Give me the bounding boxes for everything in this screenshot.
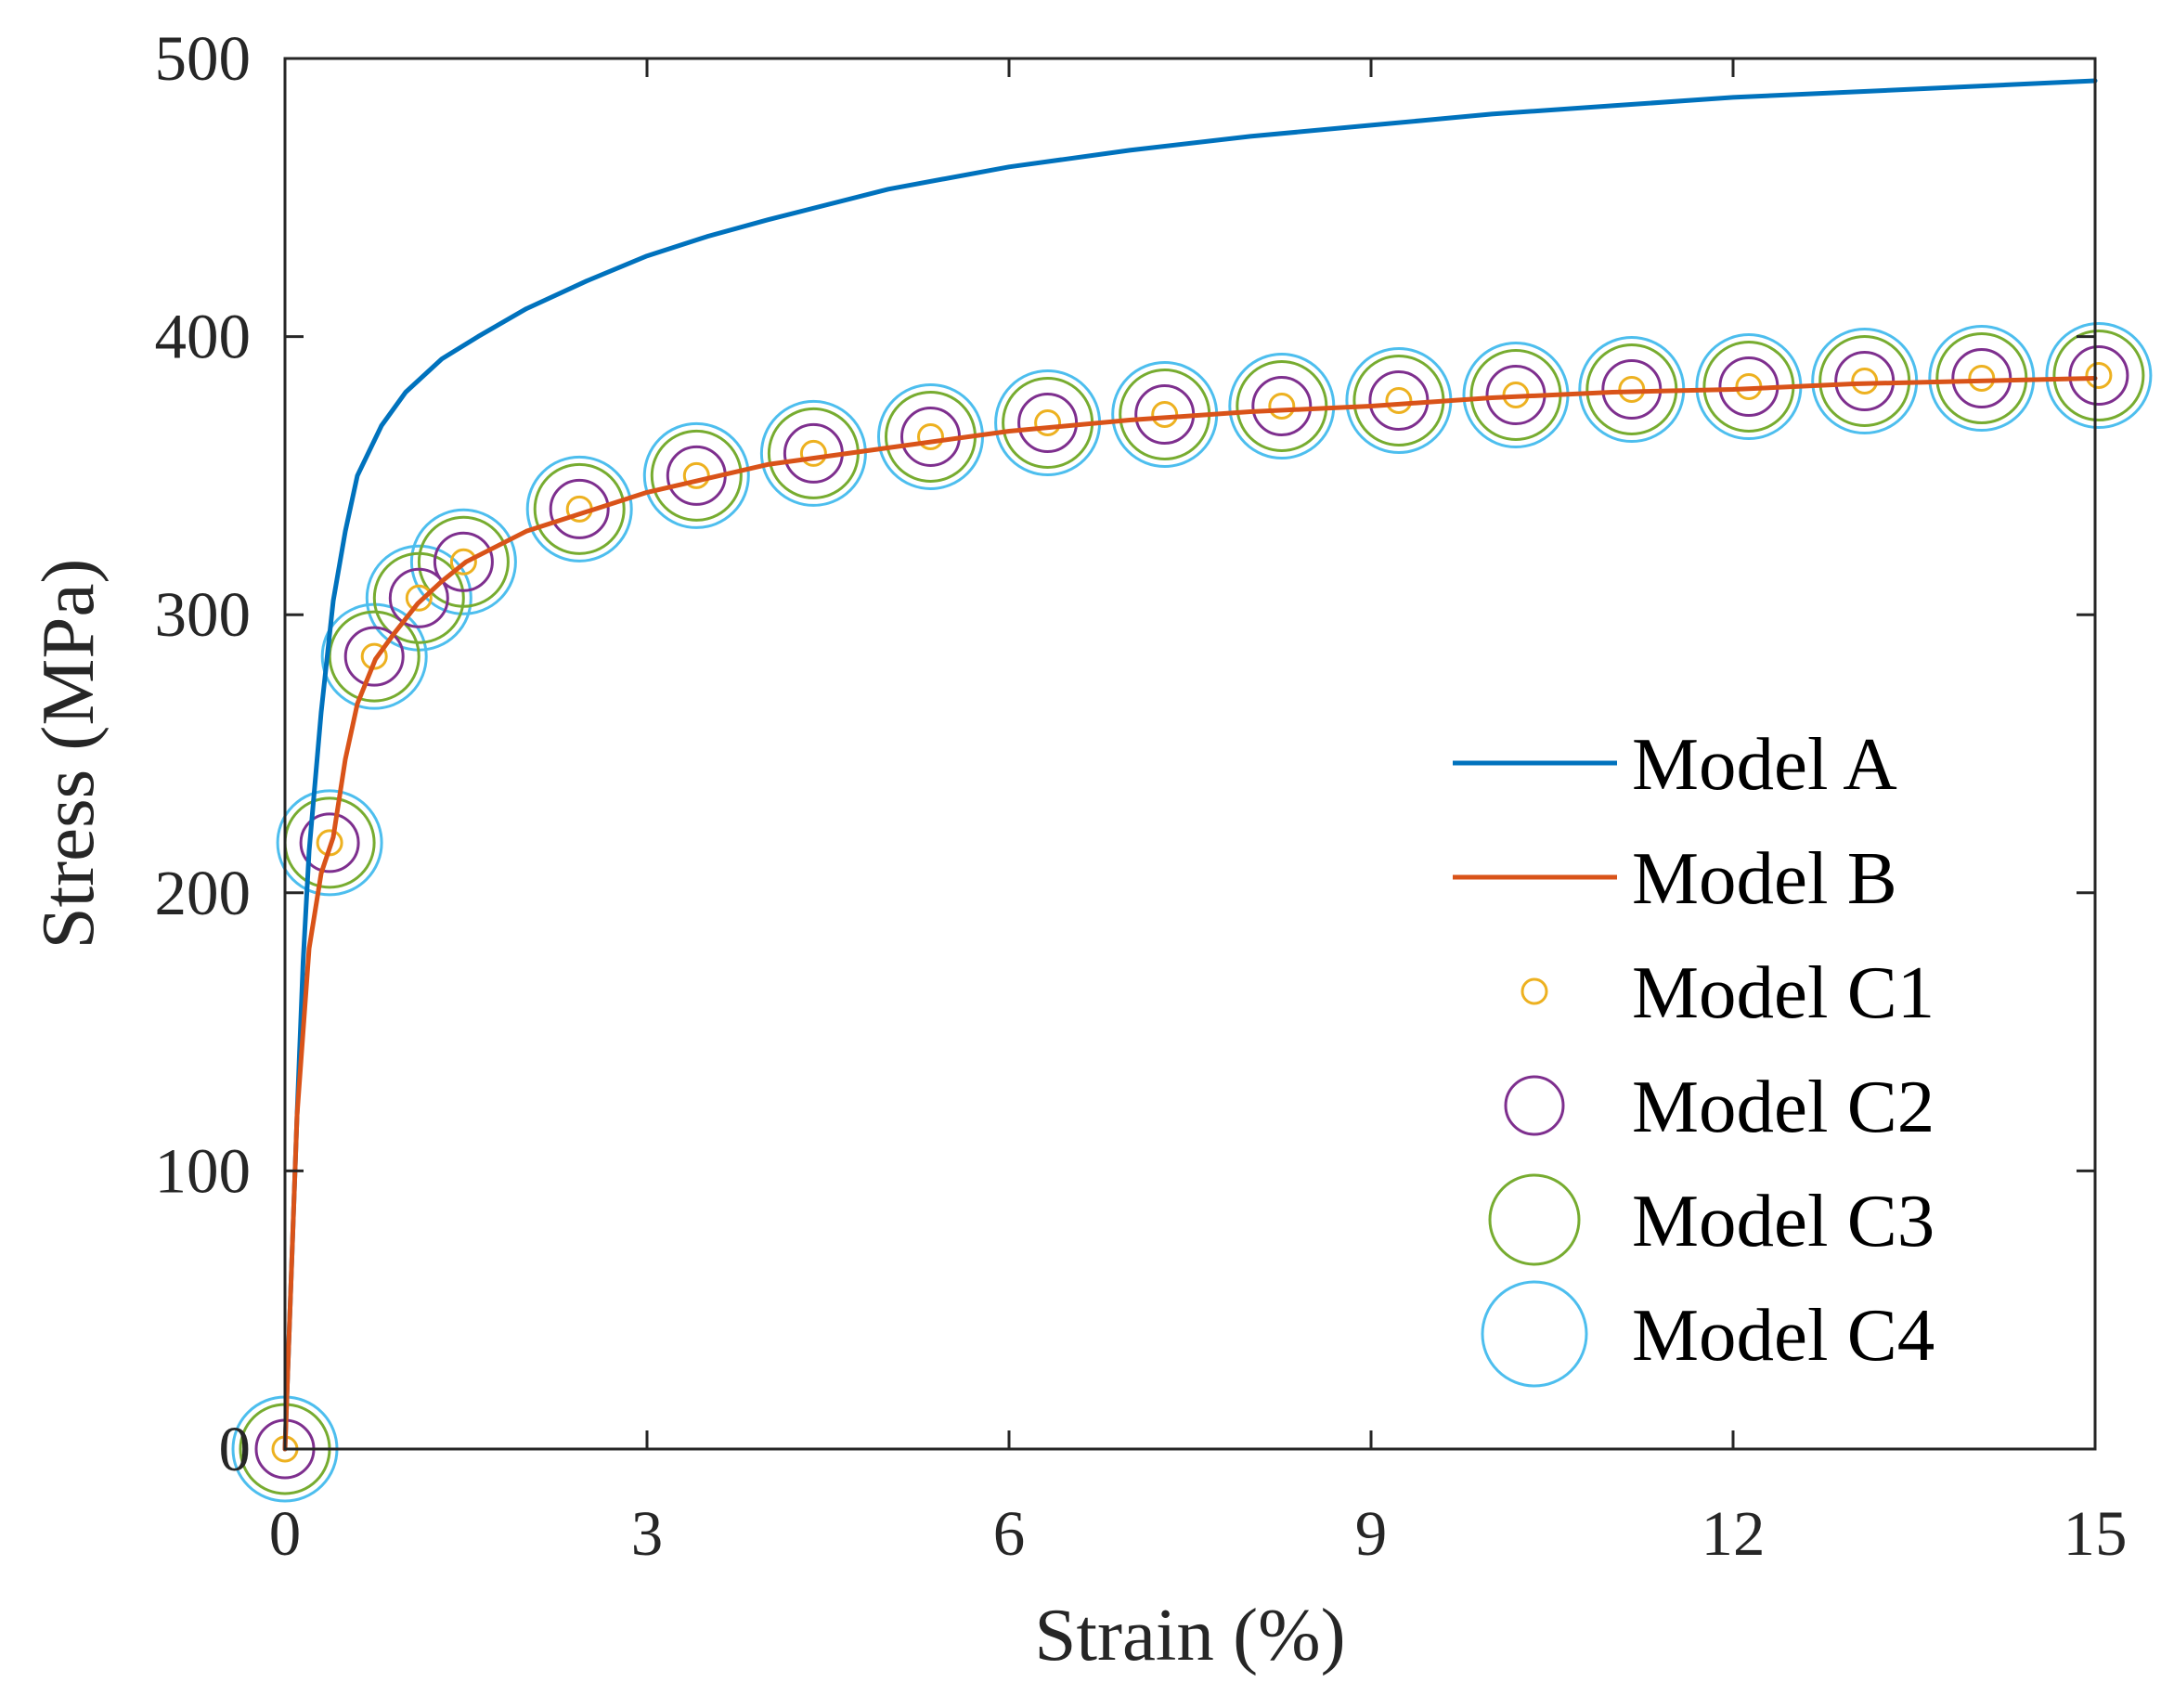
model-c2-marker xyxy=(1017,392,1079,453)
model-c1-marker xyxy=(1268,393,1296,420)
legend-swatch-marker xyxy=(1488,1173,1581,1266)
model-a-line xyxy=(282,78,2098,1452)
legend-label: Model C2 xyxy=(1632,1065,1935,1148)
x-axis-title: Strain (%) xyxy=(1034,1593,1345,1676)
legend-swatch-marker xyxy=(1481,1280,1588,1388)
y-tick-label: 100 xyxy=(155,1135,252,1206)
tick-layer: 0 3 6 9 12 15 0 100 200 300 400 500 xyxy=(155,23,2128,1569)
legend-entry-model-b: Model B xyxy=(1453,836,1897,920)
model-c2-marker xyxy=(299,812,360,873)
model-c1-marker xyxy=(917,422,944,450)
model-c4-marker xyxy=(320,602,428,710)
model-c4-marker xyxy=(276,789,383,897)
model-c2-marker xyxy=(433,531,494,592)
y-tick-label: 400 xyxy=(155,302,252,372)
model-c1-marker xyxy=(360,642,388,670)
y-tick-label: 0 xyxy=(219,1414,252,1484)
y-tick-label: 300 xyxy=(155,579,252,650)
y-tick-label: 500 xyxy=(155,23,252,94)
model-c4-marker xyxy=(525,455,633,563)
x-tick-label: 15 xyxy=(2064,1498,2128,1569)
model-c1-marker xyxy=(799,439,827,467)
legend-entry-model-c4: Model C4 xyxy=(1481,1280,1935,1388)
x-tick-label: 6 xyxy=(993,1498,1026,1569)
legend-entry-model-c3: Model C3 xyxy=(1488,1173,1935,1266)
model-c3-marker xyxy=(2052,330,2145,422)
legend-label: Model C3 xyxy=(1632,1179,1935,1262)
legend-entry-model-c1: Model C1 xyxy=(1521,951,1935,1034)
legend-entry-model-a: Model A xyxy=(1453,722,1897,806)
model-c1-marker xyxy=(1385,387,1413,415)
model-c3-marker xyxy=(533,462,626,555)
model-c3-marker xyxy=(1236,360,1328,452)
model-c4-marker xyxy=(409,508,517,615)
model-c4-marker xyxy=(1228,353,1336,459)
x-tick-label: 12 xyxy=(1702,1498,1766,1569)
legend-label: Model C1 xyxy=(1632,951,1935,1034)
plot-frame xyxy=(283,57,2097,1451)
legend: Model A Model B Model C1 Model C2 Model C3 Mo… xyxy=(1453,722,1935,1388)
model-c1-marker xyxy=(682,461,710,489)
model-c2-marker xyxy=(1251,376,1313,436)
legend-swatch-marker xyxy=(1504,1075,1565,1136)
model-c1-marker xyxy=(2085,362,2113,390)
x-tick-label: 9 xyxy=(1355,1498,1388,1569)
model-b-line xyxy=(282,376,2098,1452)
model-c2-marker xyxy=(900,406,961,467)
x-tick-label: 0 xyxy=(269,1498,302,1569)
model-c2-marker xyxy=(388,567,449,628)
legend-label: Model A xyxy=(1632,722,1897,806)
model-c1-marker xyxy=(1968,365,1996,393)
model-c1-marker xyxy=(1151,400,1179,428)
model-c1-marker xyxy=(1034,408,1062,436)
legend-label: Model B xyxy=(1632,836,1897,920)
model-c3-marker xyxy=(650,429,743,522)
model-c2-marker xyxy=(549,478,610,539)
model-c1-marker xyxy=(449,548,477,576)
model-c3-marker xyxy=(417,515,510,608)
x-tick-label: 3 xyxy=(631,1498,664,1569)
legend-entry-model-c2: Model C2 xyxy=(1504,1065,1935,1148)
model-c1-marker xyxy=(405,584,433,612)
model-c4-marker xyxy=(642,421,750,529)
model-c2-marker xyxy=(343,626,405,687)
model-c2-marker xyxy=(2068,345,2129,407)
line-layer xyxy=(282,78,2098,1452)
legend-label: Model C4 xyxy=(1632,1293,1935,1377)
y-axis-title: Stress (MPa) xyxy=(26,559,110,950)
model-c4-marker xyxy=(759,399,867,507)
model-c4-marker xyxy=(2045,322,2153,430)
legend-swatch-marker xyxy=(1521,977,1548,1005)
model-c3-marker xyxy=(328,610,421,703)
y-tick-label: 200 xyxy=(155,858,252,928)
